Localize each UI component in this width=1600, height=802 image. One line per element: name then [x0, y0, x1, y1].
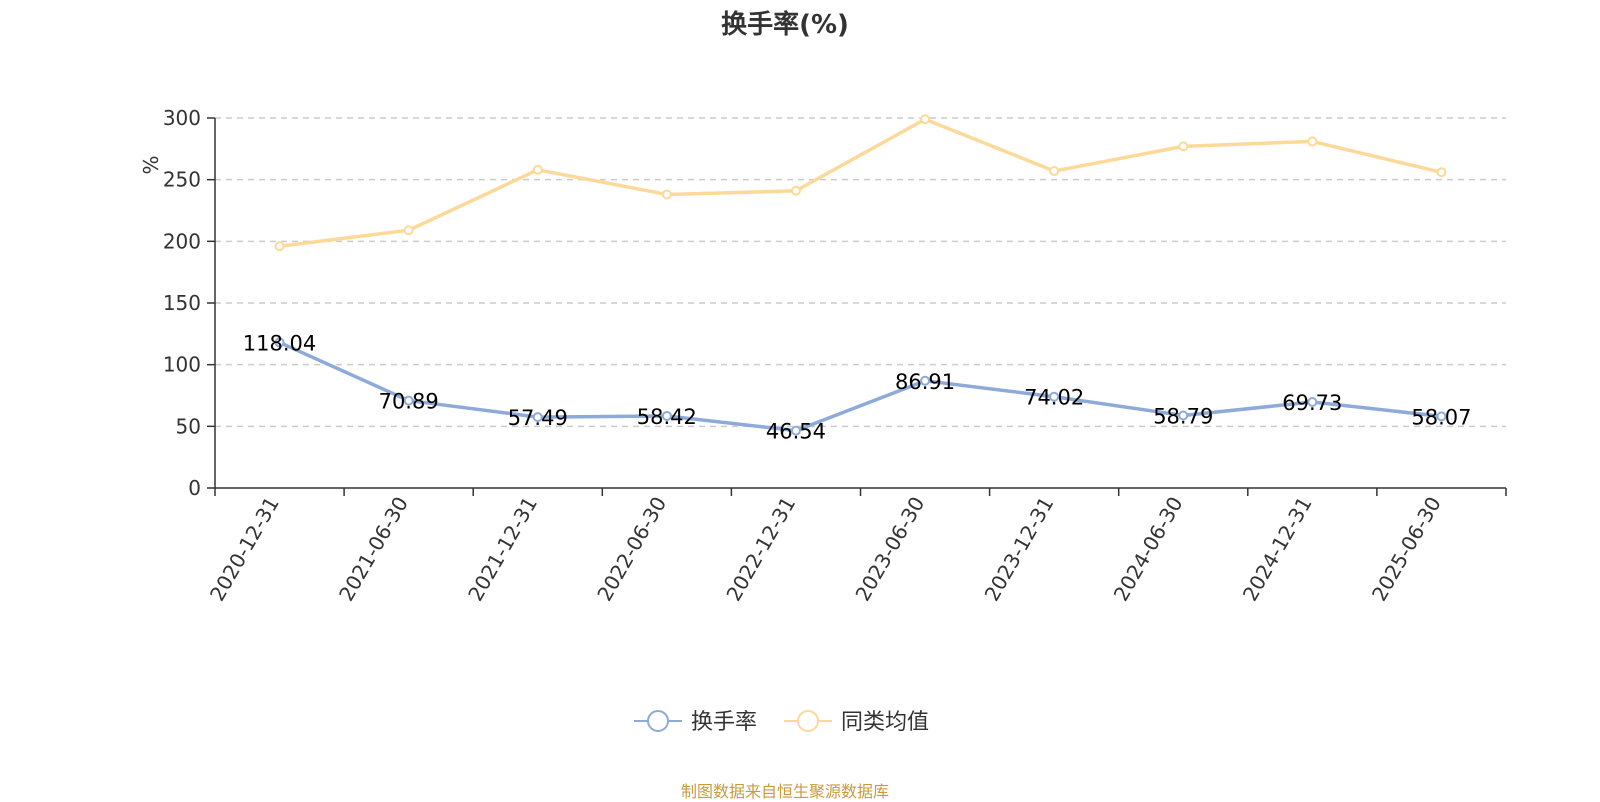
y-axis-label: %	[139, 155, 163, 174]
data-point	[403, 395, 414, 406]
data-point	[920, 375, 931, 386]
legend-item: 同类均值	[784, 710, 929, 735]
x-tick-label: 2025-06-30	[1367, 493, 1446, 606]
data-label: 57.49	[508, 406, 568, 430]
data-point	[274, 241, 285, 252]
data-point	[403, 225, 414, 236]
x-tick-label: 2024-06-30	[1109, 493, 1188, 606]
chart-title: 换手率(%)	[721, 10, 849, 40]
x-tick-label: 2023-06-30	[850, 493, 929, 606]
data-label: 74.02	[1024, 386, 1084, 410]
data-label: 118.04	[243, 331, 316, 355]
data-point	[1178, 410, 1189, 421]
y-tick-label: 0	[188, 476, 201, 500]
data-point	[1049, 166, 1060, 177]
x-tick-label: 2021-12-31	[463, 493, 542, 606]
x-tick-label: 2021-06-30	[334, 493, 413, 606]
data-point	[532, 164, 543, 175]
x-tick-label: 2022-12-31	[721, 493, 800, 606]
series-line	[278, 340, 1442, 433]
data-point	[274, 337, 285, 348]
data-label: 58.42	[637, 405, 697, 429]
data-point	[1436, 411, 1447, 422]
data-point	[661, 410, 672, 421]
x-tick-label: 2022-06-30	[592, 493, 671, 606]
series	[274, 114, 1447, 436]
legend-item: 换手率	[634, 710, 757, 735]
data-point	[920, 114, 931, 125]
x-tick-label: 2024-12-31	[1238, 493, 1317, 606]
data-label: 70.89	[379, 390, 439, 414]
data-point	[1178, 141, 1189, 152]
data-point	[1436, 167, 1447, 178]
grid-lines	[215, 117, 1506, 428]
axes: 0 50 100 150 200 250 300 2020-12-31 2021-06-30 20…	[163, 106, 1507, 606]
legend-label: 换手率	[691, 710, 757, 735]
data-point	[661, 189, 672, 200]
data-point	[1307, 136, 1318, 147]
x-tick-label: 2023-12-31	[980, 493, 1059, 606]
x-tick-label: 2020-12-31	[205, 493, 284, 606]
data-point	[532, 412, 543, 423]
data-point	[790, 185, 801, 196]
y-tick-label: 50	[176, 414, 201, 438]
source-note: 制图数据来自恒生聚源数据库	[680, 782, 889, 801]
y-tick-label: 250	[163, 168, 201, 192]
data-label: 58.07	[1411, 405, 1471, 429]
data-label: 46.54	[766, 420, 826, 444]
data-label: 86.91	[895, 370, 955, 394]
y-tick-label: 150	[163, 291, 201, 315]
data-label: 58.79	[1153, 404, 1213, 428]
legend: 换手率 同类均值	[634, 710, 929, 735]
data-labels: 118.04 70.89 57.49 58.42 46.54 86.91 74.02 58.7…	[243, 331, 1472, 443]
data-label: 69.73	[1282, 391, 1342, 415]
legend-label: 同类均值	[841, 710, 929, 735]
series-line	[279, 117, 1442, 249]
legend-marker	[647, 710, 669, 732]
y-tick-label: 200	[163, 229, 201, 253]
data-point	[790, 425, 801, 436]
y-tick-label: 100	[163, 353, 201, 377]
data-point	[1049, 391, 1060, 402]
data-point	[1307, 396, 1318, 407]
legend-marker	[797, 710, 819, 732]
y-tick-label: 300	[163, 106, 201, 130]
